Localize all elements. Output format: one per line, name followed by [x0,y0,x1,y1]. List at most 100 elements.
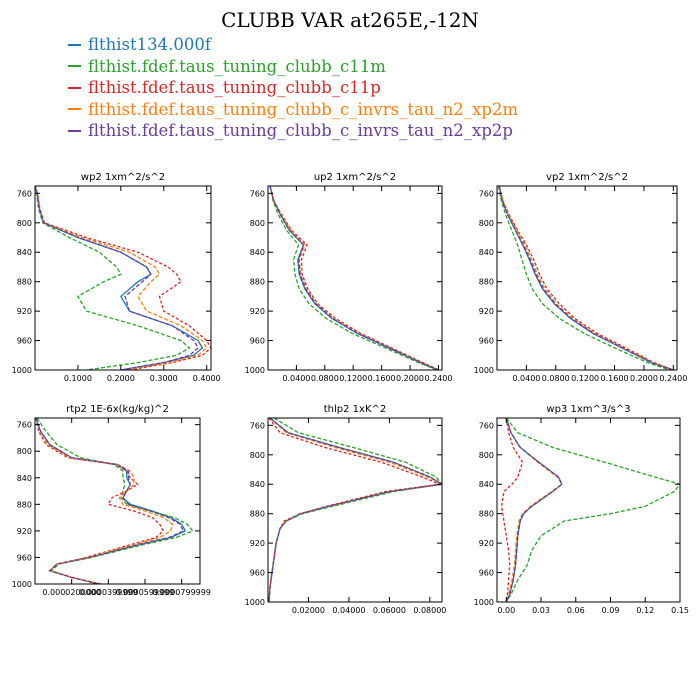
y-tick-label: 960 [17,337,32,346]
legend-swatch [68,43,81,46]
series-line [505,418,680,602]
x-tick-label: 0.0400 [512,374,540,383]
panel-title: vp2 1xm^2/s^2 [546,172,628,183]
y-tick-label: 1000 [245,598,265,607]
series-line [35,186,204,370]
series-line [268,418,442,602]
panel-title: rtp2 1E-6x(kg/kg)^2 [66,404,169,415]
y-tick-label: 920 [250,307,265,316]
series-line [35,186,208,370]
y-tick-label: 840 [17,248,32,257]
series-group [268,418,442,602]
x-tick-label: 0.06000 [373,606,406,615]
series-line [269,186,439,370]
legend-label: flthist.fdef.taus_tuning_clubb_c_invrs_t… [88,121,513,140]
x-tick-label: 0.0000599999 [116,588,175,597]
y-tick-label: 880 [250,278,265,287]
x-tick-label: 0.2000 [107,374,135,383]
chart-panel: vp2 1xm^2/s^2 760 800 840 880 920 960 1000 0.040… [474,172,688,383]
x-tick-label: 0.04000 [332,606,365,615]
panel-title: up2 1xm^2/s^2 [314,172,396,183]
y-tick-label: 800 [17,447,32,456]
series-line [497,186,670,370]
x-tick-label: 0.08000 [413,606,446,615]
y-tick-label: 840 [17,474,32,483]
panel-title: thlp2 1xK^2 [324,404,387,415]
series-line [36,418,194,584]
x-tick-label: 0.3000 [150,374,178,383]
x-tick-label: 0.09 [602,606,620,615]
legend-swatch [68,86,81,89]
x-tick-label: 0.0800 [542,374,570,383]
y-tick-label: 1000 [12,366,32,375]
series-line [268,418,442,602]
legend-item: flthist.fdef.taus_tuning_clubb_c_invrs_t… [68,99,518,121]
x-tick-label: 0.02000 [292,606,325,615]
x-tick-label: 0.1600 [601,374,629,383]
y-tick-label: 880 [479,278,494,287]
legend-item: flthist134.000f [68,34,518,56]
y-tick-label: 960 [250,569,265,578]
plot-frame [267,417,443,603]
legend-item: flthist.fdef.taus_tuning_clubb_c11m [68,56,518,78]
x-tick-label: 0.2000 [396,374,424,383]
series-group [500,418,680,602]
series-group [269,186,440,370]
plot-frame [34,417,201,585]
y-tick-label: 960 [17,553,32,562]
plot-frame [496,185,678,371]
series-group [35,418,194,584]
legend-swatch [68,65,81,67]
series-line [269,186,440,370]
legend-swatch [68,129,81,132]
y-tick-label: 840 [250,480,265,489]
x-tick-label: 0.15 [671,606,689,615]
figure-title: CLUBB VAR at265E,-12N [221,8,479,32]
y-tick-label: 1000 [12,580,32,589]
x-tick-label: 0.0000399999 [79,588,138,597]
series-line [268,418,442,602]
y-tick-label: 960 [250,337,265,346]
panel-title: wp3 1xm^3/s^3 [546,404,630,415]
series-line [498,186,674,370]
y-tick-label: 800 [479,451,494,460]
series-line [268,418,442,602]
chart-panel: wp2 1xm^2/s^2 760 800 840 880 920 960 1000 0.100… [12,172,221,383]
x-tick-label: 0.1200 [571,374,599,383]
legend: flthist134.000f flthist.fdef.taus_tuning… [68,34,518,142]
x-tick-label: 0.0000799999 [152,588,211,597]
y-tick-label: 920 [17,307,32,316]
y-tick-label: 800 [250,451,265,460]
plot-frame [496,417,681,603]
y-tick-label: 920 [479,539,494,548]
y-tick-label: 920 [250,539,265,548]
x-tick-label: 0.0400 [282,374,310,383]
series-line [505,418,563,602]
series-line [35,418,185,584]
y-tick-label: 800 [479,219,494,228]
y-tick-label: 760 [250,421,265,430]
series-line [35,186,199,370]
series-line [500,418,524,602]
legend-label: flthist.fdef.taus_tuning_clubb_c11p [88,78,381,97]
series-line [269,186,439,370]
y-tick-label: 760 [479,189,494,198]
legend-label: flthist134.000f [88,35,211,54]
series-group [35,186,211,370]
legend-swatch [68,108,81,110]
y-tick-label: 760 [17,189,32,198]
y-tick-label: 760 [17,421,32,430]
series-line [498,186,674,370]
y-tick-label: 880 [17,500,32,509]
x-tick-label: 0.00 [497,606,515,615]
series-line [269,186,439,370]
legend-label: flthist.fdef.taus_tuning_clubb_c11m [88,56,386,76]
series-line [498,186,674,370]
series-line [35,186,211,370]
y-tick-label: 920 [17,527,32,536]
y-tick-label: 1000 [474,366,494,375]
series-line [498,186,674,370]
